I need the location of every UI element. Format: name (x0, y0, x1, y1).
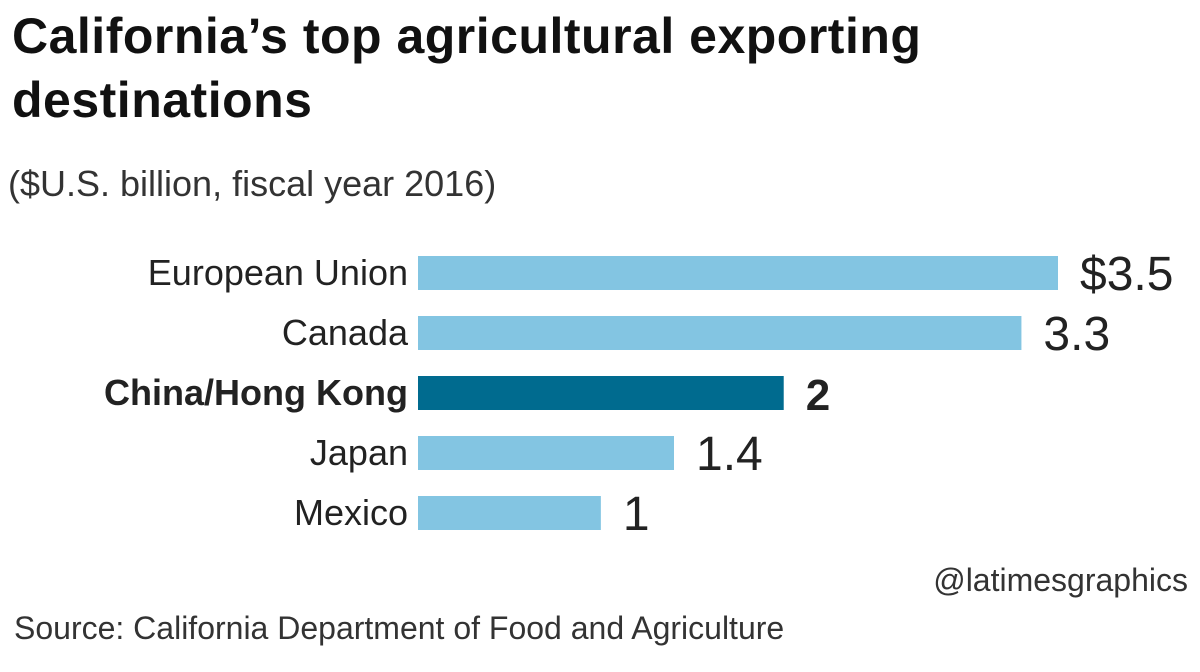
chart-title: California’s top agricultural exporting … (12, 8, 922, 128)
category-label: Japan (310, 432, 408, 473)
value-label: 1 (623, 488, 650, 540)
value-label: 1.4 (696, 428, 763, 481)
value-label: 3.3 (1043, 308, 1110, 361)
category-label: China/Hong Kong (104, 372, 408, 413)
chart-subtitle: ($U.S. billion, fiscal year 2016) (8, 163, 497, 204)
bar (418, 376, 784, 410)
value-label: $3.5 (1080, 248, 1173, 301)
bar (418, 436, 674, 470)
credit-handle: @latimesgraphics (933, 562, 1188, 598)
bar-chart: European Union $3.5 Canada 3.3 China/Hong Ko… (104, 248, 1173, 540)
category-label: European Union (148, 252, 408, 293)
category-label: Mexico (294, 492, 408, 533)
bar (418, 256, 1058, 290)
category-label: Canada (282, 312, 409, 353)
bar (418, 496, 601, 530)
bar (418, 316, 1022, 350)
value-label: 2 (806, 371, 830, 420)
source-note: Source: California Department of Food an… (14, 610, 785, 646)
